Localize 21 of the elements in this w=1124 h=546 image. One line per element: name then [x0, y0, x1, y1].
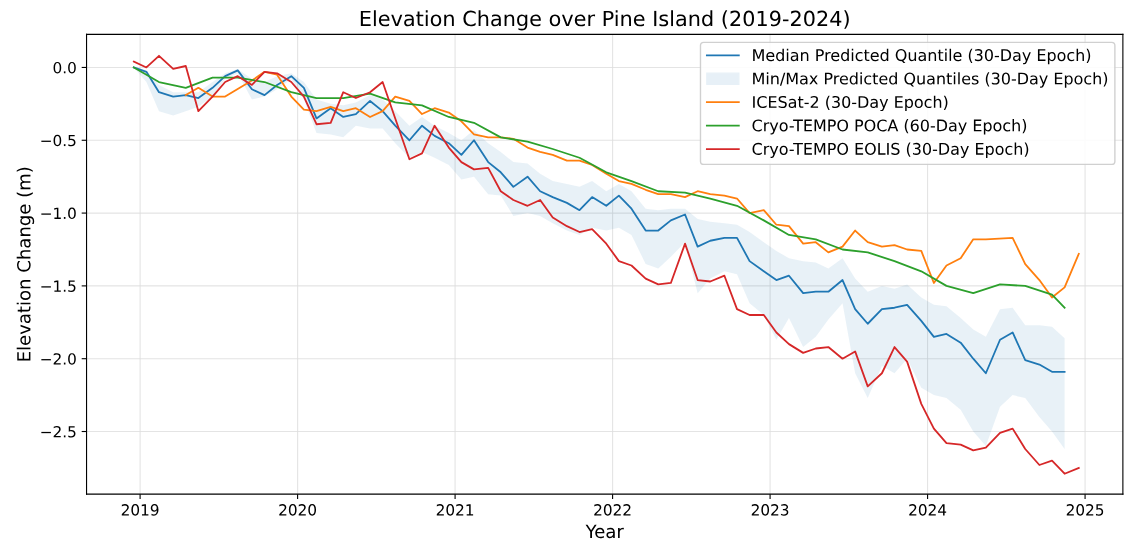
y-axis-title: Elevation Change (m) — [16, 167, 35, 361]
chart-title: Elevation Change over Pine Island (2019-2024) — [360, 10, 849, 31]
y-tick-label: −2.0 — [41, 353, 76, 365]
y-tick-label: −2.5 — [41, 425, 76, 438]
legend-label: ICESat-2 (30-Day Epoch) — [753, 95, 948, 112]
x-tick-label: 2025 — [1066, 504, 1104, 516]
x-tick-label: 2021 — [436, 504, 474, 516]
y-tick-label: −0.5 — [41, 134, 76, 147]
legend-label: Cryo-TEMPO EOLIS (30-Day Epoch) — [752, 142, 1029, 159]
x-axis-title: Year — [585, 524, 624, 539]
x-tick-label: 2019 — [121, 504, 159, 516]
y-tick-label: −1.0 — [41, 207, 76, 220]
legend-label: Median Predicted Quantile (30-Day Epoch) — [753, 48, 1091, 65]
y-tick-label: −1.5 — [41, 280, 76, 292]
x-tick-label: 2020 — [279, 504, 317, 516]
x-tick-label: 2023 — [751, 504, 789, 516]
legend-label: Cryo-TEMPO POCA (60-Day Epoch) — [752, 119, 1027, 135]
x-tick-label: 2024 — [909, 504, 947, 516]
x-tick-label: 2022 — [594, 504, 631, 516]
y-tick-label: 0.0 — [53, 61, 76, 74]
annotation: Min/Max Predicted Quantiles (30-Day Epoch) — [753, 72, 1108, 88]
